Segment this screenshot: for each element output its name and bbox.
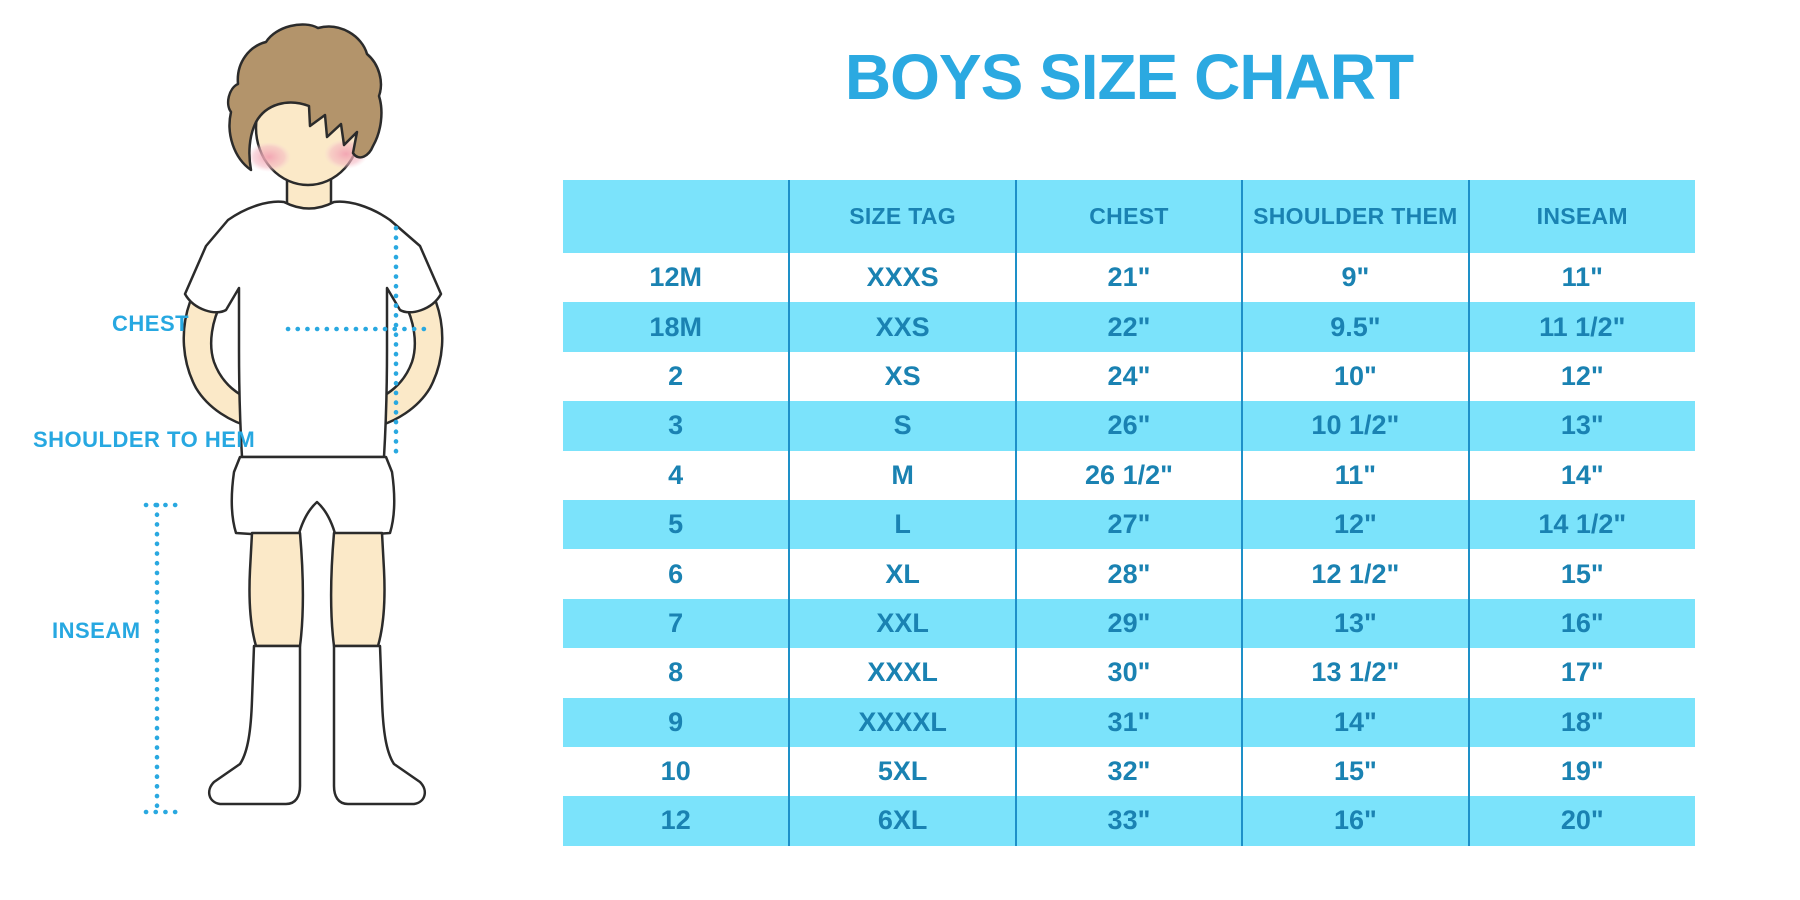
table-row: 4 M 26 1/2" 11" 14" xyxy=(563,450,1695,500)
table-cell: 17" xyxy=(1467,648,1695,698)
table-cell: XXXXL xyxy=(788,697,1016,747)
header-row: SIZE TAG CHEST SHOULDER THEM INSEAM xyxy=(563,180,1695,253)
boy-left-leg xyxy=(248,531,305,648)
table-row: 6 XL 28" 12 1/2" 15" xyxy=(563,549,1695,599)
table-cell: 13" xyxy=(1241,598,1469,649)
page-title: BOYS SIZE CHART xyxy=(844,41,1414,113)
table-cell: 18" xyxy=(1467,697,1695,747)
table-cell: 26" xyxy=(1014,401,1243,451)
table-row: 5 L 27" 12" 14 1/2" xyxy=(563,499,1695,550)
table-cell: 20" xyxy=(1467,796,1695,846)
table-cell: 12 xyxy=(563,796,790,846)
table-cell: 12" xyxy=(1467,351,1695,402)
boy-blush-left xyxy=(247,142,291,172)
table-cell: 4 xyxy=(668,459,684,490)
table-cell: 14" xyxy=(1467,450,1695,500)
table-row: 3 S 26" 10 1/2" 13" xyxy=(563,401,1695,451)
boy-shorts xyxy=(230,455,396,539)
table-cell: 12 1/2" xyxy=(1241,549,1469,599)
table-cell: 15" xyxy=(1241,746,1469,797)
shoulder-to-hem-label: SHOULDER TO HEM xyxy=(33,427,256,452)
col-header-size xyxy=(563,180,790,253)
boy-hair xyxy=(226,23,383,172)
table-cell: S xyxy=(788,401,1016,451)
table-row: 8 XXXL 30" 13 1/2" 17" xyxy=(563,648,1695,698)
table-row: 2 XS 24" 10" 12" xyxy=(563,351,1695,402)
table-cell: 11" xyxy=(1467,253,1695,303)
table-cell: 6 xyxy=(668,558,684,589)
table-row: 10 5XL 32" 15" 19" xyxy=(563,746,1695,797)
boys-size-table: SIZE TAG CHEST SHOULDER THEM INSEAM 12M … xyxy=(563,180,1695,846)
boy-left-sock xyxy=(207,644,302,806)
table-cell: 5XL xyxy=(788,746,1016,797)
table-cell: XXXS xyxy=(788,253,1016,303)
col-header-shoulder: SHOULDER THEM xyxy=(1241,180,1469,253)
table-cell: 13 1/2" xyxy=(1241,648,1469,698)
boy-tshirt xyxy=(183,200,443,459)
table-cell: 6XL xyxy=(788,796,1016,846)
table-row: 18M XXS 22" 9.5" 11 1/2" xyxy=(563,302,1695,352)
col-header-chest: CHEST xyxy=(1014,180,1243,253)
table-cell: 9" xyxy=(1241,253,1469,303)
table-cell: 21" xyxy=(1014,253,1243,303)
table-cell: 14 1/2" xyxy=(1467,499,1695,550)
table-cell: XXL xyxy=(788,598,1016,649)
table-cell: 27" xyxy=(1014,499,1243,550)
table-cell: 12M xyxy=(649,262,702,293)
table-cell: 5 xyxy=(563,499,790,550)
table-cell: 14" xyxy=(1241,697,1469,747)
table-cell: 8 xyxy=(668,657,684,688)
table-cell: 12" xyxy=(1241,499,1469,550)
table-cell: 15" xyxy=(1467,549,1695,599)
table-row: 12 6XL 33" 16" 20" xyxy=(563,796,1695,846)
table-cell: 2 xyxy=(668,360,684,391)
table-row: 12M XXXS 21" 9" 11" xyxy=(563,253,1695,303)
table-cell: 22" xyxy=(1014,302,1243,352)
table-cell: 10 xyxy=(660,756,691,787)
table-cell: 16" xyxy=(1467,598,1695,649)
table-row: 9 XXXXL 31" 14" 18" xyxy=(563,697,1695,747)
table-cell: 9.5" xyxy=(1241,302,1469,352)
table-cell: M xyxy=(788,450,1016,500)
size-table-header: SIZE TAG CHEST SHOULDER THEM INSEAM xyxy=(563,180,1695,253)
table-row: 7 XXL 29" 13" 16" xyxy=(563,598,1695,649)
table-cell: 24" xyxy=(1014,351,1243,402)
table-cell: 19" xyxy=(1467,746,1695,797)
table-cell: 18M xyxy=(563,302,790,352)
col-header-inseam: INSEAM xyxy=(1467,180,1695,253)
table-cell: 11" xyxy=(1241,450,1469,500)
table-cell: 16" xyxy=(1241,796,1469,846)
table-cell: 30" xyxy=(1014,648,1243,698)
table-cell: 26 1/2" xyxy=(1014,450,1243,500)
table-cell: 29" xyxy=(1014,598,1243,649)
boy-right-leg xyxy=(329,531,386,648)
table-cell: XXS xyxy=(788,302,1016,352)
boy-illustration xyxy=(143,23,444,815)
size-table-body: 12M XXXS 21" 9" 11" 18M XXS 22" 9.5" 11 … xyxy=(563,253,1695,846)
table-cell: 9 xyxy=(563,697,790,747)
table-cell: 33" xyxy=(1014,796,1243,846)
table-cell: 13" xyxy=(1467,401,1695,451)
table-cell: 3 xyxy=(563,401,790,451)
table-cell: XXXL xyxy=(788,648,1016,698)
table-cell: 11 1/2" xyxy=(1467,302,1695,352)
col-header-size-tag: SIZE TAG xyxy=(788,180,1016,253)
boy-right-sock xyxy=(332,644,427,806)
inseam-label: INSEAM xyxy=(52,618,141,643)
table-cell: 28" xyxy=(1014,549,1243,599)
table-cell: 7 xyxy=(563,598,790,649)
table-cell: 10" xyxy=(1241,351,1469,402)
table-cell: L xyxy=(788,499,1016,550)
table-cell: 10 1/2" xyxy=(1241,401,1469,451)
table-cell: XS xyxy=(788,351,1016,402)
table-cell: 31" xyxy=(1014,697,1243,747)
chest-label: CHEST xyxy=(112,311,190,336)
table-cell: XL xyxy=(788,549,1016,599)
table-cell: 32" xyxy=(1014,746,1243,797)
